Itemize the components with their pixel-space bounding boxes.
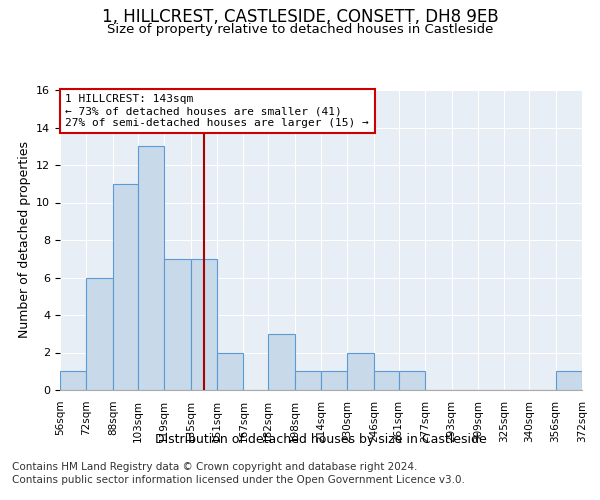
Text: Contains public sector information licensed under the Open Government Licence v3: Contains public sector information licen…: [12, 475, 465, 485]
Bar: [191, 259, 217, 390]
Bar: [268, 334, 295, 390]
Text: Distribution of detached houses by size in Castleside: Distribution of detached houses by size …: [155, 432, 487, 446]
Bar: [556, 371, 582, 390]
Y-axis label: Number of detached properties: Number of detached properties: [17, 142, 31, 338]
Text: Size of property relative to detached houses in Castleside: Size of property relative to detached ho…: [107, 22, 493, 36]
Bar: [137, 146, 164, 390]
Bar: [86, 278, 113, 390]
Bar: [398, 371, 425, 390]
Text: 1, HILLCREST, CASTLESIDE, CONSETT, DH8 9EB: 1, HILLCREST, CASTLESIDE, CONSETT, DH8 9…: [101, 8, 499, 26]
Bar: [217, 352, 244, 390]
Bar: [60, 371, 86, 390]
Bar: [321, 371, 347, 390]
Bar: [374, 371, 398, 390]
Bar: [113, 184, 137, 390]
Bar: [295, 371, 321, 390]
Text: Contains HM Land Registry data © Crown copyright and database right 2024.: Contains HM Land Registry data © Crown c…: [12, 462, 418, 472]
Bar: [347, 352, 374, 390]
Bar: [164, 259, 191, 390]
Text: 1 HILLCREST: 143sqm
← 73% of detached houses are smaller (41)
27% of semi-detach: 1 HILLCREST: 143sqm ← 73% of detached ho…: [65, 94, 369, 128]
